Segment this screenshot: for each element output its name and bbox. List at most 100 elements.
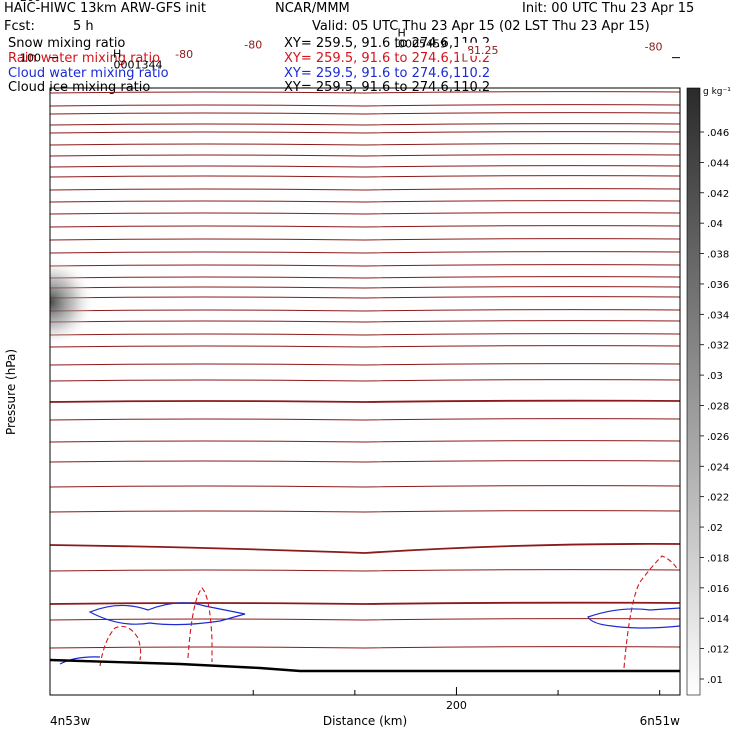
header-fcst-label: Fcst: xyxy=(4,19,35,34)
isotherm-line xyxy=(50,251,680,254)
isotherm-label-bg xyxy=(240,37,266,51)
colorbar-tick-label: .012 xyxy=(707,645,729,656)
extremum-value: .0005459 xyxy=(395,37,448,50)
colorbar-tick-label: .034 xyxy=(707,310,729,321)
isotherm-line xyxy=(50,131,680,134)
colorbar-tick-label: .038 xyxy=(707,250,729,261)
field-name-cloud-water: Cloud water mixing ratio xyxy=(8,66,169,81)
axes: 1002003004005006007008009001000200Distan… xyxy=(4,0,680,728)
colorbar-tick-label: .046 xyxy=(707,128,729,139)
isotherm-line xyxy=(50,175,680,178)
terrain-surface xyxy=(50,658,680,673)
header-valid: Valid: 05 UTC Thu 23 Apr 15 (02 LST Thu … xyxy=(312,19,650,34)
cloud-water-contour-surface xyxy=(59,656,101,665)
field-xy-rain: XY= 259.5, 91.6 to 274.6,110.2 xyxy=(284,51,491,66)
isotherm-label-bg xyxy=(171,47,197,61)
isotherm-line xyxy=(50,460,680,463)
y-tick-label: 200 xyxy=(20,0,41,4)
isotherm-line xyxy=(50,123,680,126)
isotherm-line xyxy=(50,154,680,157)
isotherm-line xyxy=(50,333,680,336)
isotherm-label: -80 xyxy=(175,48,193,61)
colorbar-tick-label: .022 xyxy=(707,493,729,504)
isotherm-line xyxy=(50,320,680,323)
colorbar-tick-label: .028 xyxy=(707,402,729,413)
isotherm-line xyxy=(50,225,680,228)
colorbar-unit: g kg⁻¹ xyxy=(703,87,731,97)
isotherm-line xyxy=(50,399,680,403)
field-xy-cloud-water: XY= 259.5, 91.6 to 274.6,110.2 xyxy=(284,66,491,81)
isotherm-label-bg xyxy=(641,39,667,53)
rain-contour-center xyxy=(187,587,213,662)
isotherm-line xyxy=(50,440,680,443)
colorbar-tick-label: .01 xyxy=(707,675,723,686)
isotherm-line xyxy=(50,276,680,279)
colorbar-tick-label: .014 xyxy=(707,614,729,625)
colorbar-tick-label: .036 xyxy=(707,280,729,291)
isotherm-line xyxy=(50,345,680,348)
contour-annotations: -80-80-80-81.25L-40-30-30-20-20-10-10001… xyxy=(110,26,667,72)
isotherm-line xyxy=(50,264,680,267)
colorbar-tick-label: .024 xyxy=(707,462,729,473)
extremum-marker: H xyxy=(113,48,121,61)
isotherm-line xyxy=(50,646,680,649)
extremum-marker: H xyxy=(398,26,406,39)
rain-contour-right xyxy=(623,555,679,669)
header-init: Init: 00 UTC Thu 23 Apr 15 xyxy=(522,1,695,16)
isotherm-line xyxy=(50,188,680,191)
isotherm-line xyxy=(50,418,680,421)
x-axis-label: Distance (km) xyxy=(323,714,407,728)
isotherm-label: -80 xyxy=(244,38,262,51)
colorbar-tick-label: .016 xyxy=(707,584,729,595)
isotherm-label: -81.25 xyxy=(463,44,498,57)
isotherm-label: -80 xyxy=(645,41,663,54)
right-endpoint-label: 6n51w xyxy=(640,714,681,728)
colorbar-tick-label: .018 xyxy=(707,553,729,564)
isotherm-label-bg xyxy=(459,50,471,64)
cloud-ice-shading xyxy=(50,257,95,347)
isotherm-line xyxy=(50,379,680,382)
isotherm-line xyxy=(50,601,680,605)
isotherm-line xyxy=(50,200,680,203)
plot-frame xyxy=(49,87,681,696)
colorbar: .046 .044 .042 .04 .038 .036 .034 .032 .03 .028 .0… xyxy=(686,87,731,696)
isotherm-line xyxy=(50,286,680,289)
left-endpoint-label: 4n53w xyxy=(50,714,91,728)
isotherm-line xyxy=(50,296,680,299)
isotherm-line xyxy=(50,238,680,241)
colorbar-tick-label: .032 xyxy=(707,341,729,352)
isotherm-line xyxy=(50,485,680,488)
isotherm-line xyxy=(50,143,680,146)
isotherm-line xyxy=(50,543,680,554)
x-tick-label: 200 xyxy=(446,699,467,712)
field-xy-snow: XY= 259.5, 91.6 to 274.6,110.2 xyxy=(284,36,491,51)
colorbar-tick-label: .044 xyxy=(707,158,729,169)
field-name-snow: Snow mixing ratio xyxy=(8,36,126,51)
field-name-rain: Rain water mixing ratio xyxy=(8,51,161,66)
temperature-contours xyxy=(50,91,680,649)
isotherm-line xyxy=(50,309,680,312)
cloud-water-contour-right xyxy=(587,607,680,629)
rain-contour-left xyxy=(99,625,142,667)
y-tick-label: 100 xyxy=(20,52,41,65)
colorbar-tick-label: .02 xyxy=(707,523,723,534)
cloud-water-contour-left xyxy=(88,602,246,626)
isotherm-line xyxy=(50,212,680,215)
isotherm-line xyxy=(50,569,680,572)
y-axis-label: Pressure (hPa) xyxy=(4,349,18,435)
colorbar-gradient xyxy=(686,87,701,696)
isotherm-line xyxy=(50,112,680,115)
colorbar-tick-label: .026 xyxy=(707,432,729,443)
extremum-value: .0001344 xyxy=(110,59,163,72)
header-title: HAIC-HIWC 13km ARW-GFS init xyxy=(4,1,206,16)
colorbar-tick-label: .04 xyxy=(707,219,723,230)
isotherm-line xyxy=(50,104,680,107)
isotherm-line xyxy=(50,91,680,94)
isotherm-label: L xyxy=(462,52,469,65)
isotherm-line xyxy=(50,618,680,621)
isotherm-line xyxy=(50,510,680,513)
isotherm-line xyxy=(50,165,680,168)
colorbar-tick-label: .042 xyxy=(707,189,729,200)
